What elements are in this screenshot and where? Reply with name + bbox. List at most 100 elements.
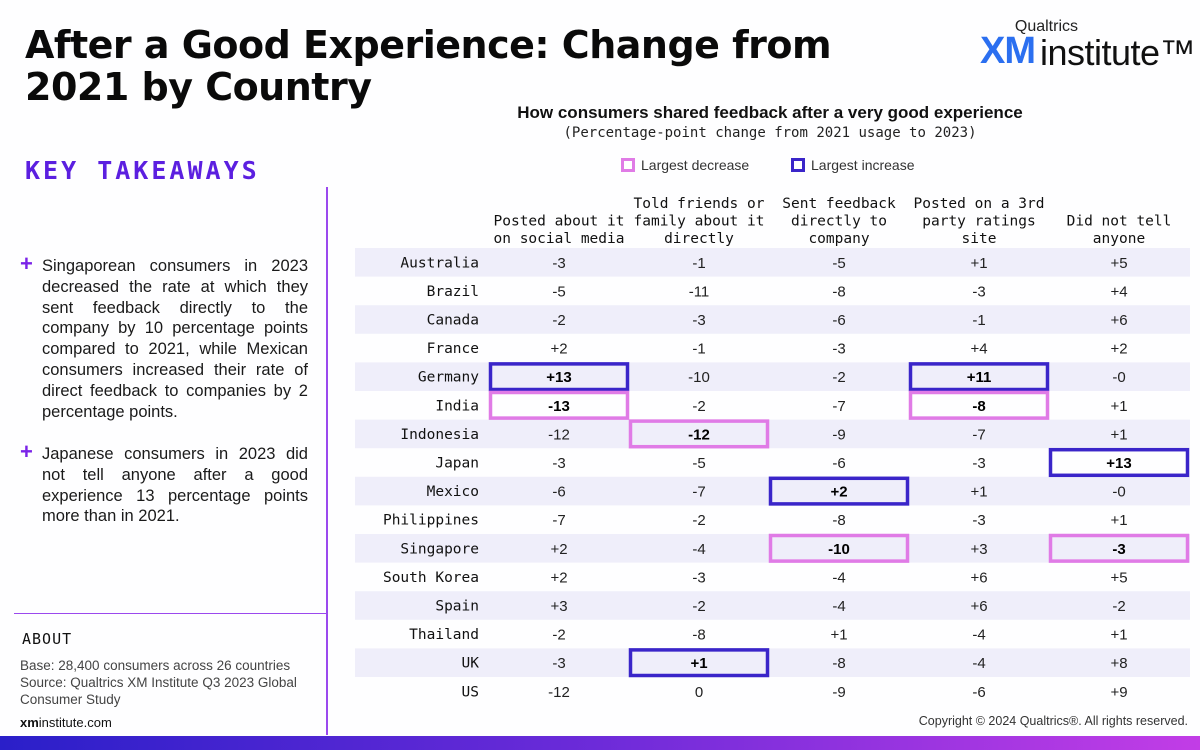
table-cell: -3 (972, 283, 985, 300)
table-cell: -3 (972, 512, 985, 529)
takeaway-text: Japanese consumers in 2023 did not tell … (42, 445, 308, 526)
table-cell: -0 (1112, 484, 1125, 501)
table-cell: -3 (552, 255, 565, 272)
row-label: France (427, 341, 479, 357)
table-cell: +1 (1110, 398, 1127, 415)
highlight-box-decrease (768, 533, 910, 563)
row-label: Japan (435, 456, 479, 472)
takeaway-item: + Singaporean consumers in 2023 decrease… (20, 251, 308, 422)
table-cell: +2 (830, 484, 847, 501)
table-cell: -4 (972, 627, 985, 644)
about-heading: ABOUT (22, 630, 73, 648)
chart-title: How consumers shared feedback after a ve… (517, 103, 1023, 122)
table-cell: -10 (688, 369, 710, 386)
column-header: Did not tell (1067, 214, 1172, 230)
table-cell: -6 (552, 484, 565, 501)
table-cell: -12 (548, 426, 570, 443)
logo-institute: institute™ (1040, 32, 1196, 73)
site-link[interactable]: xminstitute.com (20, 715, 112, 730)
column-header: anyone (1093, 231, 1145, 247)
page-title: After a Good Experience: Change from 202… (25, 23, 832, 109)
table-cell: -5 (552, 283, 565, 300)
table-cell: -9 (832, 684, 845, 701)
table-cell: -7 (832, 398, 845, 415)
table-cell: -2 (692, 398, 705, 415)
table-cell: -3 (692, 569, 705, 586)
row-stripe (355, 648, 1190, 677)
about-text: Base: 28,400 consumers across 26 countri… (20, 658, 297, 707)
footer-gradient-bar (0, 736, 1200, 750)
table-cell: -4 (692, 541, 705, 558)
row-label: Canada (427, 313, 479, 329)
table-cell: -4 (972, 655, 985, 672)
row-label: India (435, 398, 479, 414)
chart-subtitle: (Percentage-point change from 2021 usage… (563, 125, 977, 141)
table-cell: -13 (548, 398, 570, 415)
table-cell: -2 (552, 627, 565, 644)
plus-icon: + (20, 439, 33, 464)
column-header: company (808, 231, 869, 247)
table-cell: +2 (550, 569, 567, 586)
table-cell: +2 (550, 541, 567, 558)
table-cell: -8 (972, 398, 985, 415)
table-cell: +5 (1110, 569, 1127, 586)
table-cell: -4 (832, 569, 845, 586)
column-header: Told friends or (634, 196, 765, 212)
table-cell: -5 (692, 455, 705, 472)
row-label: Thailand (409, 627, 479, 643)
highlight-box-increase (908, 362, 1050, 392)
row-stripe (355, 534, 1190, 563)
column-header: on social media (494, 231, 625, 247)
table-cell: -2 (692, 598, 705, 615)
table-cell: -2 (1112, 598, 1125, 615)
table-cell: +6 (970, 569, 987, 586)
highlight-box-increase (1048, 447, 1190, 478)
table-cell: +5 (1110, 255, 1127, 272)
row-label: Spain (435, 599, 479, 615)
horizontal-divider (14, 613, 326, 614)
table-cell: +6 (1110, 312, 1127, 329)
table-cell: +2 (550, 341, 567, 358)
row-stripe (355, 362, 1190, 391)
table-cell: -8 (692, 627, 705, 644)
column-header: family about it (634, 214, 765, 230)
table-cell: -0 (1112, 369, 1125, 386)
table-cell: 0 (695, 684, 703, 701)
table-cell: -11 (689, 283, 710, 300)
column-header: site (962, 231, 997, 247)
table-cell: +11 (967, 369, 992, 386)
column-header: Posted about it (494, 214, 625, 230)
row-label: Singapore (400, 541, 479, 557)
table-cell: +8 (1110, 655, 1127, 672)
table-cell: -1 (972, 312, 985, 329)
table-cell: -3 (832, 341, 845, 358)
table-cell: -3 (552, 455, 565, 472)
table-cell: -8 (832, 512, 845, 529)
table-cell: +1 (970, 255, 987, 272)
row-label: Philippines (383, 513, 479, 529)
row-stripe (355, 419, 1190, 449)
table-cell: +1 (1110, 627, 1127, 644)
highlight-box-decrease (488, 390, 630, 420)
highlight-box-decrease (628, 419, 770, 449)
row-label: UK (462, 656, 480, 672)
table-cell: -3 (972, 455, 985, 472)
table-cell: -7 (552, 512, 565, 529)
row-label: US (462, 684, 479, 700)
table-cell: -2 (552, 312, 565, 329)
row-label: South Korea (383, 570, 479, 586)
plus-icon: + (20, 251, 33, 276)
table-cell: -6 (972, 684, 985, 701)
table-cell: -6 (832, 312, 845, 329)
legend-increase-swatch (791, 158, 805, 172)
table-cell: +3 (550, 598, 567, 615)
highlight-box-decrease (908, 390, 1050, 420)
table-cell: +1 (970, 484, 987, 501)
table-cell: +13 (546, 369, 571, 386)
copyright: Copyright © 2024 Qualtrics®. All rights … (918, 714, 1188, 728)
legend-increase: Largest increase (791, 157, 915, 173)
table-cell: +13 (1106, 455, 1131, 472)
table-cell: -2 (692, 512, 705, 529)
column-header: Sent feedback (782, 196, 896, 212)
